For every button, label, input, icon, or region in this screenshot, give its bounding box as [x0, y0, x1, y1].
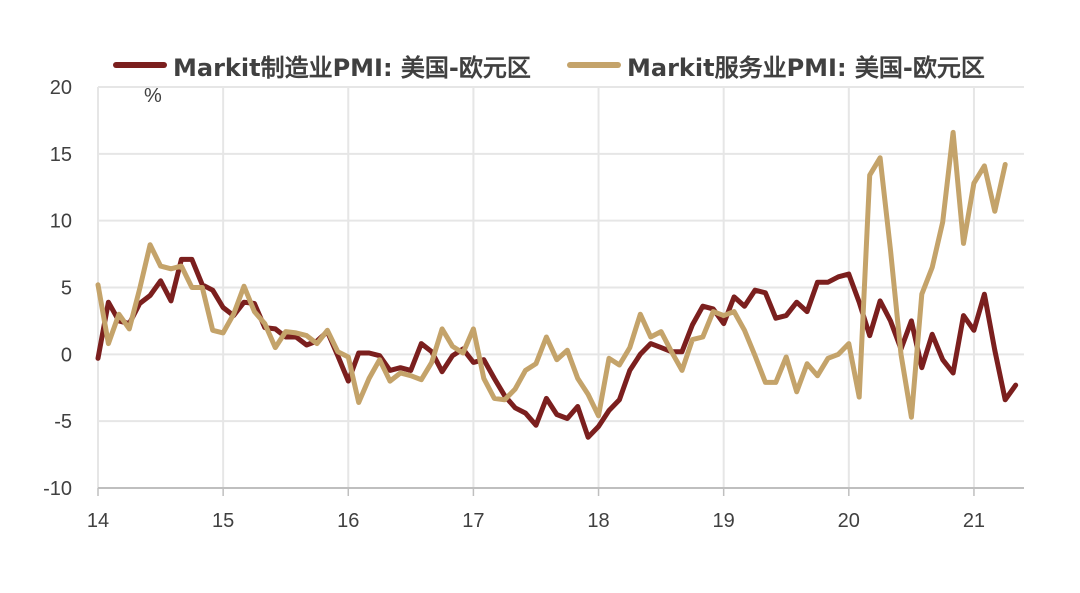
legend-label-manufacturing: Markit制造业PMI: 美国-欧元区	[173, 53, 531, 82]
grid-lines	[97, 86, 1024, 489]
y-tick-label: -5	[54, 411, 72, 433]
x-tick-label: 18	[587, 510, 609, 532]
legend-swatch-manufacturing	[113, 62, 167, 68]
x-tick-labels: 14 15 16 17 18 19 20 21	[87, 510, 985, 532]
x-tick-label: 15	[212, 510, 234, 532]
y-tick-label: 5	[61, 278, 72, 300]
axes	[97, 487, 1024, 496]
y-axis-unit: %	[144, 85, 162, 107]
y-tick-label: -10	[43, 478, 72, 500]
legend-label-services: Markit服务业PMI: 美国-欧元区	[627, 53, 985, 82]
legend-item-services: Markit服务业PMI: 美国-欧元区	[567, 48, 985, 82]
y-tick-labels: 20 15 10 5 0 -5 -10	[43, 77, 72, 500]
legend: Markit制造业PMI: 美国-欧元区 Markit服务业PMI: 美国-欧元…	[0, 48, 1080, 82]
x-tick-label: 21	[963, 510, 985, 532]
y-tick-label: 10	[50, 211, 72, 233]
series-line-manufacturing	[95, 256, 1019, 440]
x-tick-label: 16	[337, 510, 359, 532]
x-tick-label: 14	[87, 510, 109, 532]
x-tick-label: 20	[838, 510, 860, 532]
y-tick-label: 20	[50, 77, 72, 99]
y-tick-label: 15	[50, 144, 72, 166]
y-tick-label: 0	[61, 344, 72, 366]
x-tick-label: 19	[713, 510, 735, 532]
series-lines	[95, 129, 1019, 440]
series-line-services	[95, 129, 1008, 420]
legend-swatch-services	[567, 62, 621, 68]
legend-item-manufacturing: Markit制造业PMI: 美国-欧元区	[113, 48, 531, 82]
x-tick-label: 17	[462, 510, 484, 532]
